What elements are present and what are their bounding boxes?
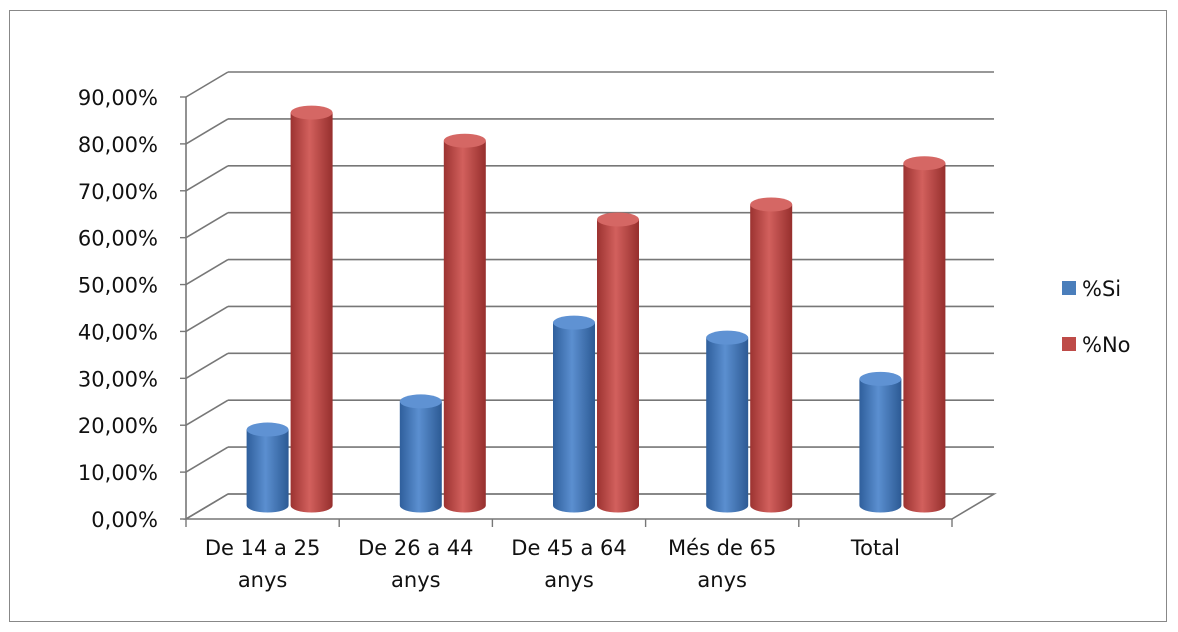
gridline-depth bbox=[185, 352, 229, 380]
y-tick-label: 50,00% bbox=[78, 274, 158, 298]
bar-no bbox=[750, 204, 793, 513]
bar-no bbox=[443, 140, 486, 513]
x-category-label: anys bbox=[544, 568, 594, 592]
y-tick-label: 70,00% bbox=[78, 180, 158, 204]
bar-si bbox=[859, 378, 902, 513]
x-category-label: anys bbox=[238, 568, 288, 592]
y-tick-label: 90,00% bbox=[78, 86, 158, 110]
bar-top bbox=[553, 315, 595, 330]
y-tick-label: 0,00% bbox=[91, 508, 158, 532]
bar-top bbox=[706, 330, 749, 345]
bar-top bbox=[399, 394, 442, 409]
bars bbox=[246, 105, 946, 513]
x-category-label: anys bbox=[391, 568, 441, 592]
gridline-depth bbox=[185, 258, 229, 286]
x-category-label: De 14 a 25 bbox=[205, 536, 320, 560]
x-category-label: Total bbox=[850, 536, 900, 560]
x-category-label: Més de 65 bbox=[668, 536, 776, 560]
legend: %Si %No bbox=[1062, 277, 1131, 357]
bar-top bbox=[246, 422, 289, 437]
axes bbox=[180, 96, 997, 527]
chart-floor bbox=[183, 493, 997, 520]
gridline-depth bbox=[185, 71, 229, 98]
y-tick-label: 30,00% bbox=[78, 367, 158, 391]
bar-no bbox=[290, 112, 333, 513]
y-tick-label: 20,00% bbox=[78, 414, 158, 438]
bar-no bbox=[597, 219, 639, 513]
gridline-depth bbox=[185, 118, 229, 145]
y-tick-label: 10,00% bbox=[78, 461, 158, 485]
legend-swatch bbox=[1062, 281, 1076, 295]
chart-frame bbox=[9, 10, 1167, 622]
bar-top bbox=[597, 212, 639, 227]
bar-si bbox=[399, 401, 442, 513]
gridline-depth bbox=[185, 399, 229, 426]
y-tick-label: 40,00% bbox=[78, 320, 158, 344]
legend-label: %Si bbox=[1082, 277, 1121, 301]
legend-label: %No bbox=[1082, 333, 1131, 357]
y-tick-label: 60,00% bbox=[78, 227, 158, 251]
bar-top bbox=[903, 156, 946, 171]
bar-top bbox=[290, 105, 333, 120]
axis-labels: 0,00% 10,00% 20,00% 30,00% 40,00% 50,00% 60,00… bbox=[78, 86, 900, 592]
x-category-label: De 45 a 64 bbox=[511, 536, 626, 560]
bar-si bbox=[706, 337, 749, 513]
bar-si bbox=[553, 322, 595, 513]
gridline-depth bbox=[185, 211, 229, 239]
bar-top bbox=[859, 371, 902, 386]
x-category-label: De 26 a 44 bbox=[358, 536, 473, 560]
bar-si bbox=[246, 429, 289, 513]
bar-no bbox=[903, 163, 946, 513]
bar-top bbox=[443, 133, 486, 148]
bar-top bbox=[750, 197, 793, 212]
x-category-label: anys bbox=[697, 568, 747, 592]
gridline-depth bbox=[185, 165, 229, 192]
gridline-depth bbox=[185, 305, 229, 333]
legend-swatch bbox=[1062, 337, 1076, 351]
y-tick-label: 80,00% bbox=[78, 133, 158, 157]
gridline-depth bbox=[185, 446, 229, 473]
